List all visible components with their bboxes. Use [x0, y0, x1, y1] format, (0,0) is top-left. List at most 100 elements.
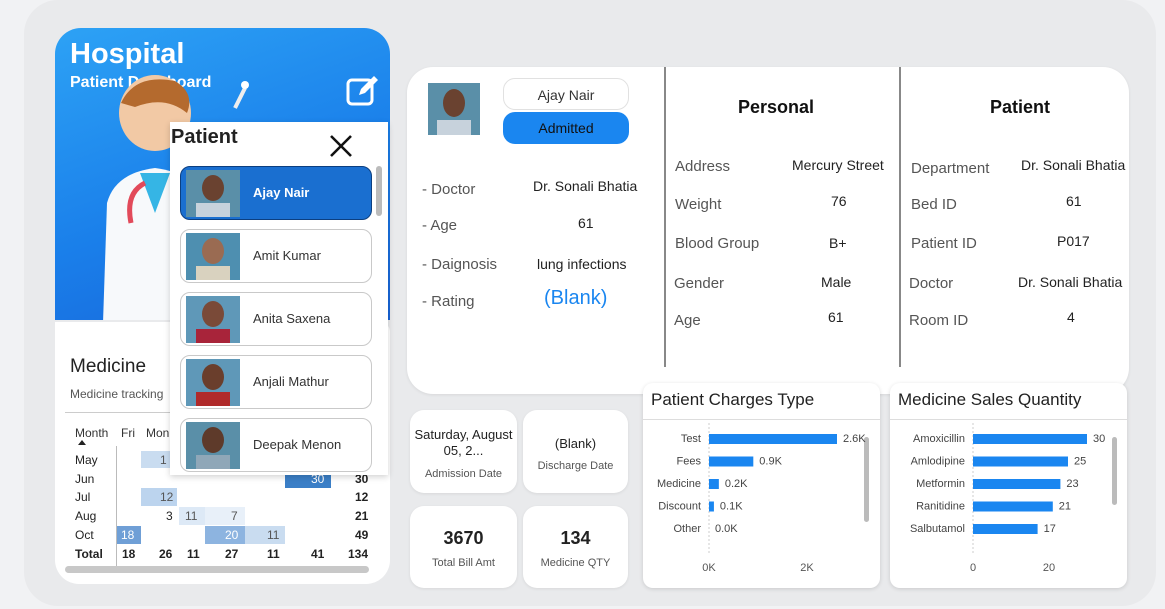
- total-cell: 11: [267, 547, 280, 561]
- patient-name: Deepak Menon: [253, 437, 342, 452]
- sort-asc-icon: [78, 440, 86, 445]
- kpi-value: (Blank): [554, 436, 597, 451]
- divider: [116, 446, 117, 566]
- field-value: Mercury Street: [792, 157, 884, 173]
- patient-slicer-panel: Patient Ajay Nair Amit Kumar Anita Saxen…: [170, 122, 388, 475]
- cell-value: 11: [267, 528, 280, 542]
- profile-name-chip: Ajay Nair: [503, 78, 629, 110]
- patient-info-title: Patient: [990, 97, 1051, 117]
- category-label: Salbutamol: [910, 523, 965, 535]
- heat-cell: [245, 526, 285, 544]
- category-label: Metformin: [916, 478, 965, 490]
- divider: [664, 67, 666, 367]
- cell-value: 18: [121, 528, 135, 542]
- category-label: Other: [673, 523, 701, 535]
- tick-label: 0: [970, 562, 976, 574]
- row-total: 30: [355, 472, 369, 486]
- field-label: - Doctor: [422, 181, 476, 198]
- tick-label: 2K: [800, 562, 814, 574]
- charges-chart-card: Patient Charges Type Test 2.6K Fees 0.9K Med…: [643, 383, 880, 588]
- kpi-label: Discharge Date: [537, 460, 614, 472]
- col-header-fri[interactable]: Fri: [121, 426, 135, 440]
- bar: [709, 479, 719, 489]
- cell-value: 20: [225, 528, 239, 542]
- divider: [899, 67, 901, 367]
- patient-item-amit-kumar[interactable]: Amit Kumar: [180, 229, 372, 283]
- row-month: May: [75, 453, 98, 467]
- field-value: Dr. Sonali Bhatia: [1018, 274, 1123, 290]
- data-label: 2.6K: [843, 433, 866, 445]
- patient-item-anjali-mathur[interactable]: Anjali Mathur: [180, 355, 372, 409]
- col-header-month[interactable]: Month: [75, 426, 109, 440]
- patient-photo: [186, 296, 240, 343]
- total-cell: 18: [122, 547, 136, 561]
- patient-photo: [186, 422, 240, 469]
- slicer-title: Patient: [171, 126, 238, 148]
- field-label: Bed ID: [911, 196, 957, 213]
- patient-item-ajay-nair[interactable]: Ajay Nair: [180, 166, 372, 220]
- field-value: 61: [578, 215, 594, 231]
- col-header-mon[interactable]: Mon: [146, 426, 170, 440]
- close-icon[interactable]: [328, 133, 354, 159]
- kpi-label: Total Bill Amt: [432, 557, 495, 569]
- medicine-sales-bar-chart: Amoxicillin 30 Amlodipine 25 Metformin 23 Rani…: [910, 423, 1105, 574]
- heat-cell: [179, 507, 205, 525]
- bar: [973, 434, 1087, 444]
- row-total: 21: [355, 509, 369, 523]
- vertical-scrollbar[interactable]: [864, 437, 869, 522]
- vertical-scrollbar[interactable]: [376, 166, 382, 216]
- bar: [709, 501, 714, 512]
- patient-photo: [186, 359, 240, 406]
- field-value: lung infections: [537, 256, 627, 272]
- field-value: P017: [1057, 233, 1090, 249]
- rating-value: (Blank): [544, 287, 608, 309]
- field-label: Blood Group: [675, 235, 760, 252]
- field-label: - Daignosis: [422, 256, 498, 273]
- category-label: Ranitidine: [916, 501, 965, 513]
- patient-photo: [186, 233, 240, 280]
- kpi-admission-date: Saturday, August 05, 2... Admission Date: [410, 410, 517, 493]
- patient-name: Anita Saxena: [253, 311, 331, 326]
- heat-cell: [141, 451, 175, 468]
- cell-value: 11: [185, 509, 198, 523]
- chart-title: Patient Charges Type: [651, 390, 815, 409]
- field-label: Age: [674, 312, 701, 329]
- field-label: Address: [675, 158, 731, 175]
- bar: [973, 524, 1038, 534]
- patient-item-deepak-menon[interactable]: Deepak Menon: [180, 418, 372, 472]
- vertical-scrollbar[interactable]: [1112, 437, 1117, 505]
- total-label: Total: [75, 547, 103, 561]
- data-label: 0.1K: [720, 501, 743, 513]
- kpi-total-bill: 3670 Total Bill Amt: [410, 506, 517, 588]
- field-value: 61: [828, 309, 844, 325]
- profile-photo: [428, 83, 480, 135]
- row-total: 12: [355, 490, 369, 504]
- total-cell: 41: [311, 547, 325, 561]
- edit-icon[interactable]: [345, 73, 381, 109]
- field-label: Room ID: [909, 312, 969, 329]
- total-cell: 134: [348, 547, 369, 561]
- field-label: Doctor: [909, 275, 954, 292]
- patient-photo: [186, 170, 240, 217]
- category-label: Test: [681, 433, 701, 445]
- cell-value: 3: [166, 509, 173, 523]
- field-label: - Rating: [422, 293, 475, 310]
- medicine-sales-chart-card: Medicine Sales Quantity Amoxicillin 30 Aml…: [890, 383, 1127, 588]
- field-value: B+: [829, 235, 847, 251]
- medicine-subtitle: Medicine tracking: [70, 387, 164, 401]
- row-month: Jul: [75, 490, 91, 504]
- data-label: 23: [1066, 478, 1078, 490]
- patient-item-anita-saxena[interactable]: Anita Saxena: [180, 292, 372, 346]
- heat-cell: [205, 507, 245, 525]
- kpi-discharge-date: (Blank) Discharge Date: [523, 410, 628, 493]
- brand-title: Hospital: [70, 38, 185, 70]
- data-label: 0.2K: [725, 478, 748, 490]
- field-value: 76: [831, 193, 847, 209]
- bar: [709, 434, 837, 444]
- bar: [973, 479, 1061, 489]
- medicine-title: Medicine: [70, 356, 147, 377]
- personal-title: Personal: [738, 97, 815, 117]
- kpi-label: Admission Date: [424, 468, 503, 480]
- kpi-value: 134: [560, 528, 591, 548]
- horizontal-scrollbar[interactable]: [65, 566, 369, 573]
